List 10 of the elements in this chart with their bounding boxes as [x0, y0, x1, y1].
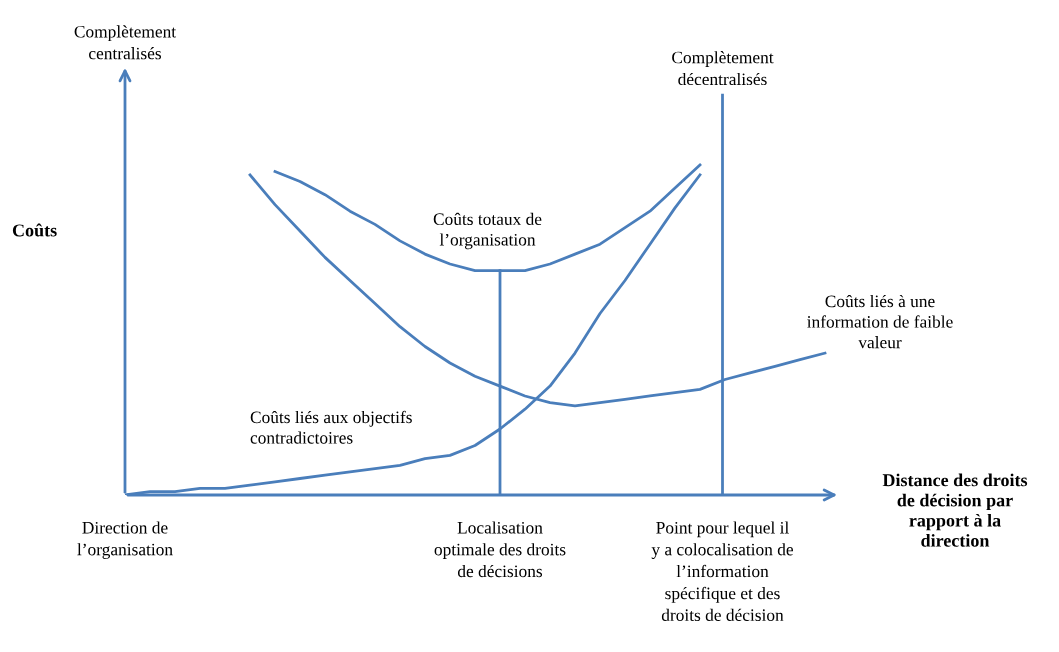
text: Point pour lequel il y a colocalisation de l’information spécifique et des droits de décision: [651, 521, 793, 621]
text: Complètement centralisés: [74, 25, 177, 60]
x-axis-title: Distance des droits de décision par rapport à la direction: [882, 473, 1028, 547]
text: Complètement décentralisés: [672, 51, 774, 86]
series-label: Coûts liés à une information de faible valeur: [807, 294, 953, 349]
text: Direction de l’organisation: [77, 521, 173, 559]
series-label: Coûts liés aux objectifs contradictoires: [250, 410, 412, 444]
series-label: Coûts totaux de l’organisation: [433, 212, 542, 250]
text: Localisation optimale des droits de décisions: [434, 521, 566, 578]
y-axis-title: Coûts: [12, 223, 57, 237]
